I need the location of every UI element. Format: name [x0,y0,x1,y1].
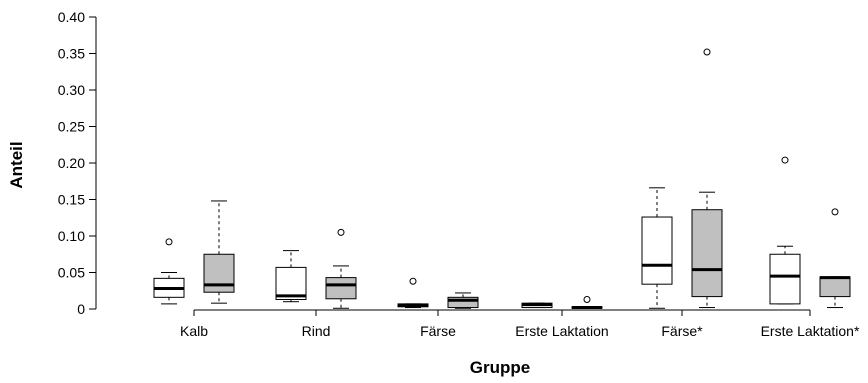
outlier-point [583,296,591,304]
y-tick-label: 0.30 [58,82,85,98]
y-tick-label: 0.10 [58,228,85,244]
box-group [691,48,723,309]
outlier-point [337,228,345,236]
outlier-point [165,238,173,246]
box-group [447,292,479,309]
x-tick-label: Färse* [661,323,703,339]
outlier-point [703,48,711,56]
y-tick-label: 0.15 [58,192,85,208]
box [447,296,479,309]
box [325,277,357,300]
outlier-point [409,277,417,285]
x-tick-label: Kalb [180,323,208,339]
box [769,253,801,305]
x-tick-label: Erste Laktation* [761,323,860,339]
box-group [397,277,429,309]
outlier-point [831,208,839,216]
y-tick-label: 0.25 [58,119,85,135]
y-axis-title: Anteil [7,141,26,188]
box-group [153,238,185,305]
y-tick-label: 0.05 [58,265,85,281]
box-group [203,200,235,304]
x-tick-label: Rind [302,323,331,339]
x-tick-label: Erste Laktation [515,323,608,339]
box [819,276,851,298]
plot-area [153,48,851,310]
outlier-point [781,156,789,164]
box-group [769,156,801,305]
box-group [819,208,851,309]
y-tick-label: 0 [77,301,85,317]
x-tick-label: Färse [420,323,456,339]
box-group [521,302,553,309]
y-tick-label: 0.20 [58,155,85,171]
box [641,216,673,285]
box-group [641,187,673,309]
axes: Anteil Gruppe 0 0.05 0.10 0.15 0.20 0.25 0.30 0… [7,9,860,377]
box-group [275,250,307,303]
x-axis-title: Gruppe [470,358,530,377]
box-group [325,228,357,309]
y-tick-label: 0.35 [58,46,85,62]
box-group [571,296,603,310]
y-tick-label: 0.40 [58,9,85,25]
box [203,253,235,293]
box [691,209,723,298]
box [275,266,307,301]
